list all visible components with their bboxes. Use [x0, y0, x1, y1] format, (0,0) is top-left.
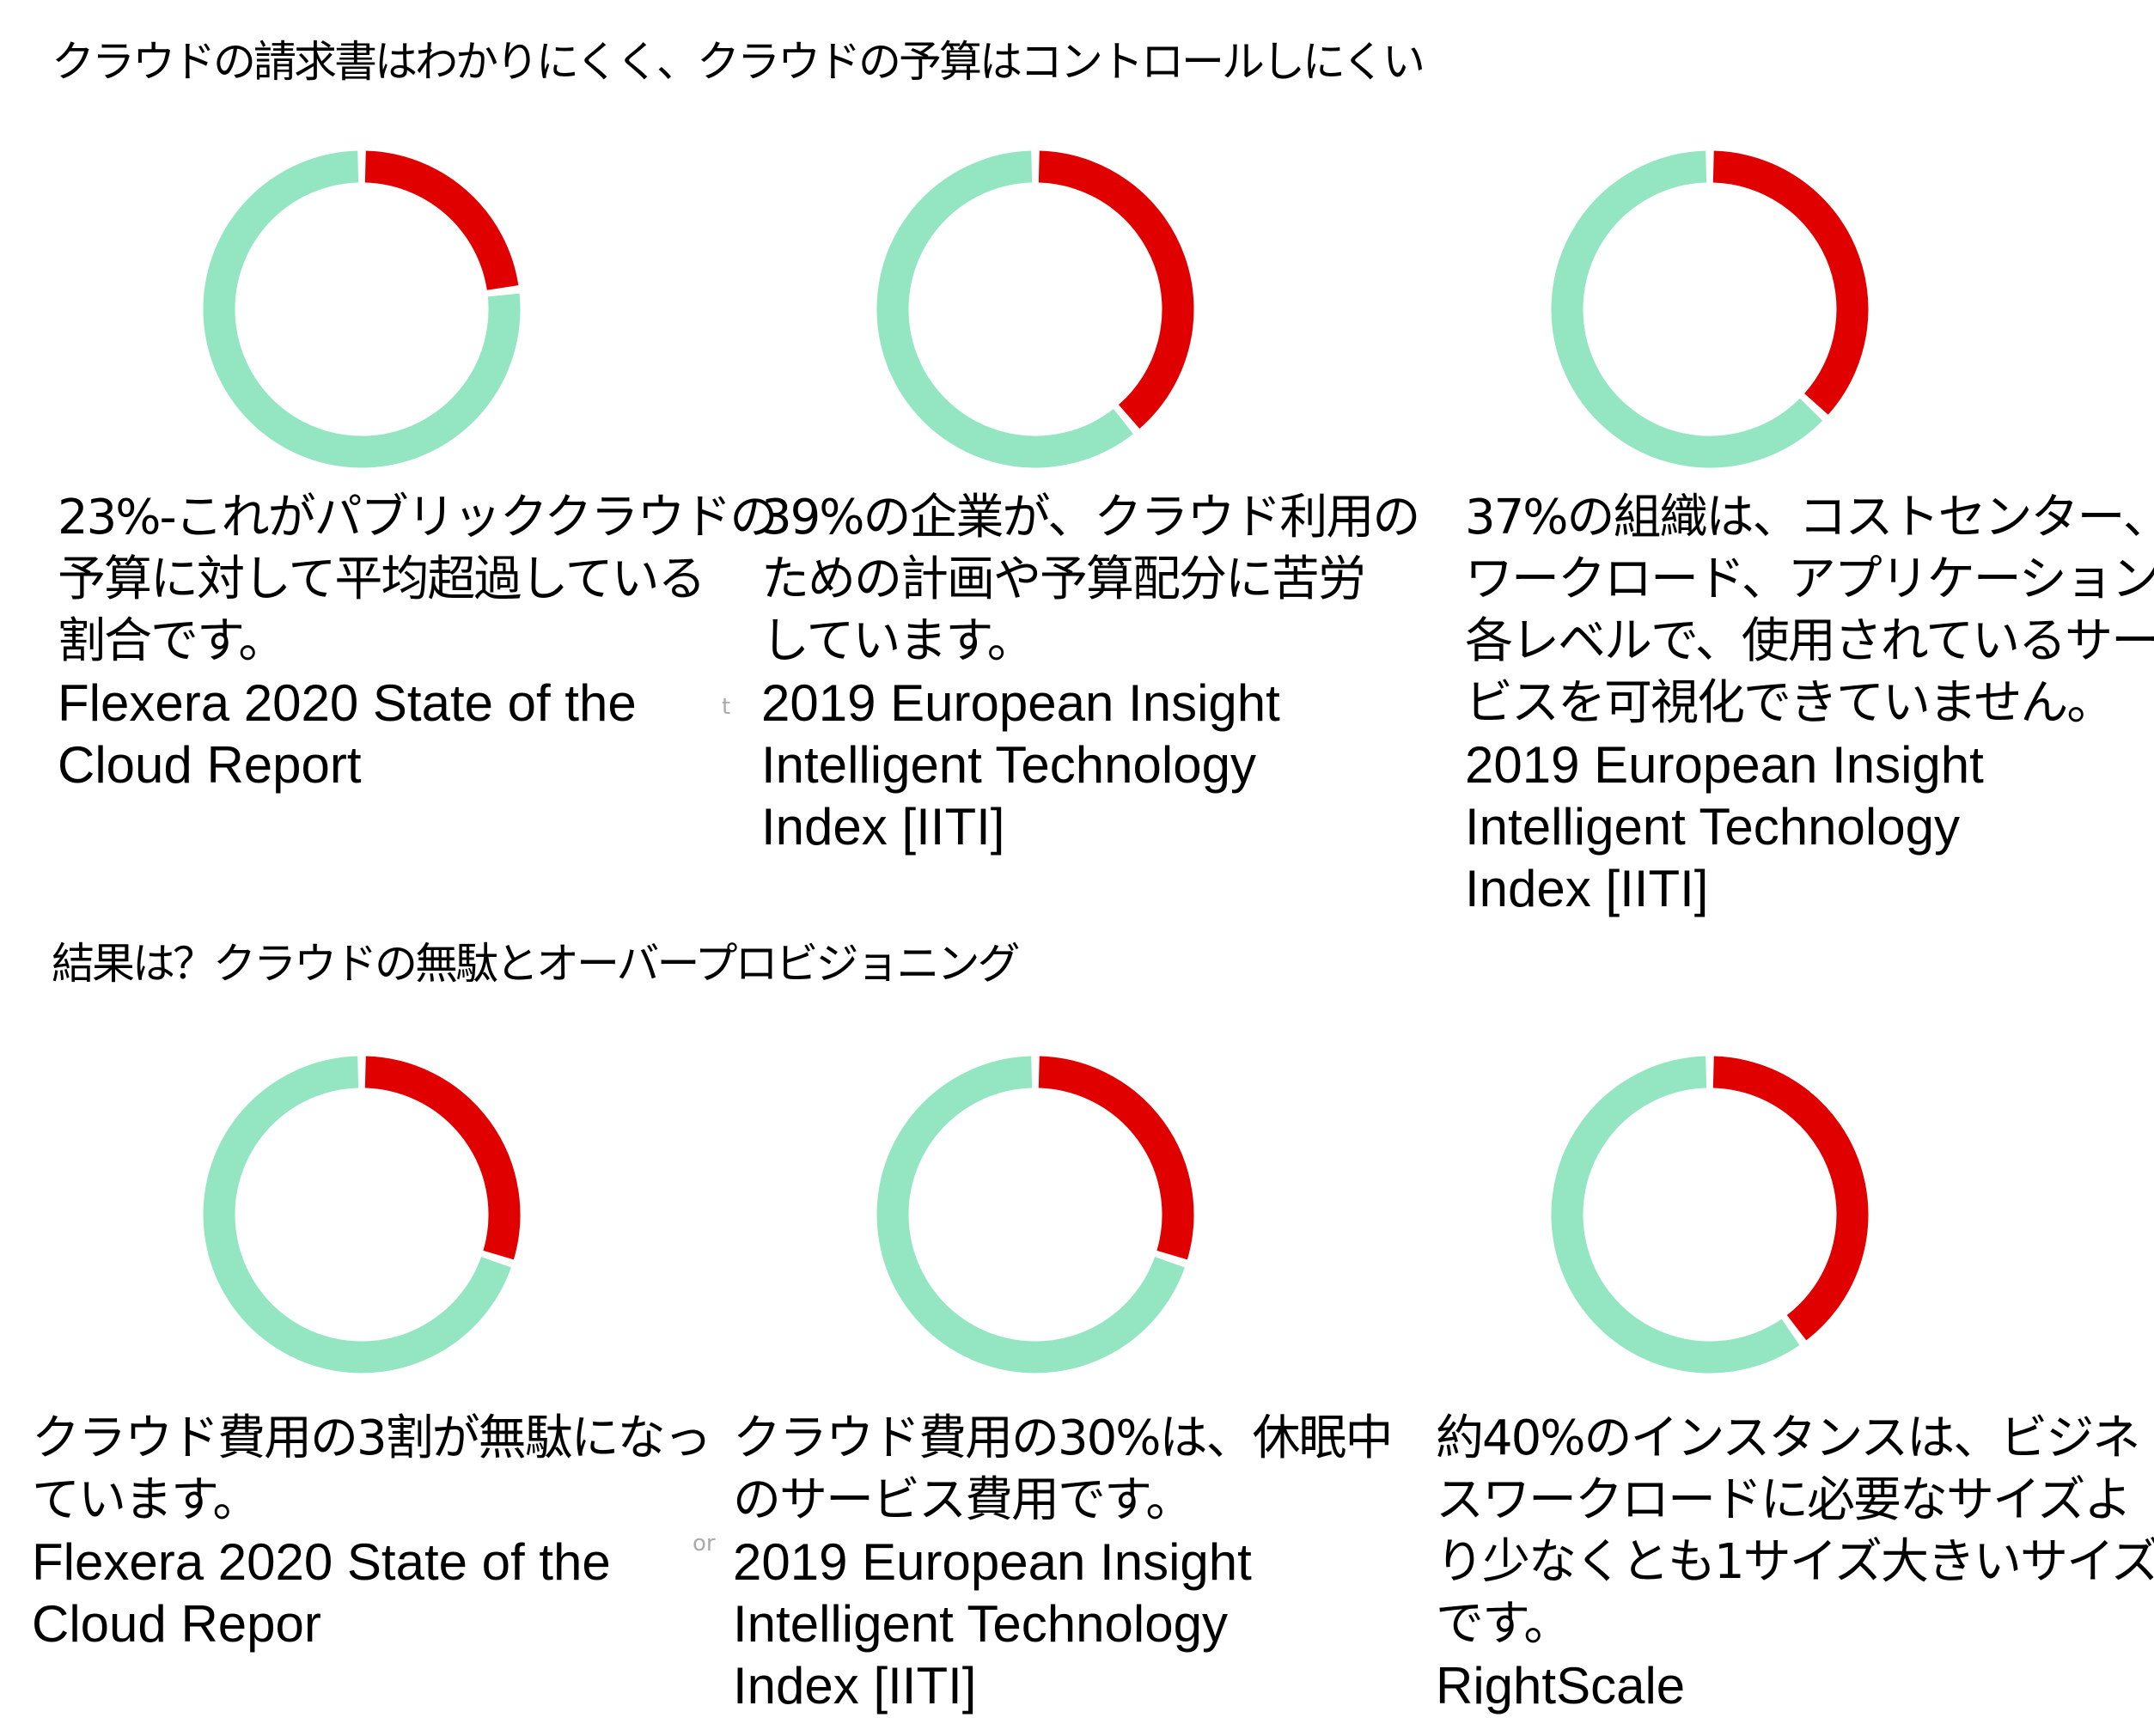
stat-text-line: 39%の企業が、クラウド利用の: [761, 490, 1420, 545]
stat-source-line: Index [IITI]: [1465, 860, 1709, 917]
stat-text-line: スワークロードに必要なサイズよ: [1436, 1472, 2132, 1528]
donut-segment-highlight: [364, 1056, 521, 1260]
stat-text-line: 予算に対して平均超過している: [58, 551, 706, 607]
stat-source-line: Flexera 2020 State of the: [58, 674, 637, 732]
stat-text-line: 各レベルで、使用されているサー: [1465, 613, 2154, 669]
donut-segment-remainder: [1551, 1056, 1800, 1374]
donut-segment-highlight: [1038, 1056, 1194, 1260]
stat-text-line: しています。: [761, 613, 1035, 669]
donut-chart-5: [876, 1056, 1194, 1374]
donut-chart-6: [1551, 1056, 1869, 1374]
stat-source-line: 2019 European Insight: [733, 1533, 1252, 1591]
donut-chart-4: [203, 1056, 521, 1374]
stat-text-line: ています。: [32, 1472, 260, 1528]
stat-text-line: のサービス費用です。: [733, 1472, 1193, 1528]
stat-text-line: 37%の組織は、コストセンター、: [1465, 490, 2154, 545]
stat-text-line: ビスを可視化できていません。: [1465, 675, 2114, 731]
stat-source-line: Intelligent Technology: [1465, 798, 1960, 856]
donut-segment-highlight: [1038, 150, 1194, 429]
stat-text-line: ワークロード、アプリケーションの: [1465, 551, 2154, 607]
donut-segment-remainder: [203, 150, 521, 468]
stat-source-line: Flexera 2020 State of the: [32, 1533, 611, 1591]
stat-text-line: クラウド費用の3割が無駄になっ: [32, 1410, 712, 1466]
donut-segment-remainder: [876, 150, 1133, 468]
donut-segment-highlight: [1712, 1056, 1869, 1341]
stat-text-line: クラウド費用の30%は、休眠中: [733, 1410, 1393, 1466]
section-heading-budget: クラウドの請求書はわかりにくく、クラウドの予算はコントロールしにくい: [52, 37, 1425, 87]
donut-segment-remainder: [203, 1056, 511, 1374]
stat-text-line: です。: [1436, 1596, 1571, 1652]
stray-text-artifact: or: [693, 1531, 716, 1556]
donut-segment-remainder: [876, 1056, 1185, 1374]
stat-source-line: Cloud Report: [58, 736, 362, 794]
donut-chart-1: [203, 150, 521, 468]
stat-text-line: 割合です。: [58, 613, 286, 669]
stat-source-line: Index [IITI]: [761, 798, 1005, 856]
stat-block-2: 39%の企業が、クラウド利用の ための計画や予算配分に苦労 しています。 2019 E…: [761, 487, 1420, 858]
stat-source-line: Intelligent Technology: [733, 1595, 1228, 1653]
stat-text-line: 約40%のインスタンスは、ビジネ: [1436, 1410, 2140, 1466]
stat-source-line: 2019 European Insight: [761, 674, 1280, 732]
donut-chart-2: [876, 150, 1194, 468]
donut-segment-highlight: [364, 150, 519, 291]
stat-source-line: Cloud Repor: [32, 1595, 321, 1653]
stat-text-line: り少なくとも1サイズ大きいサイズ: [1436, 1534, 2154, 1590]
section-heading-waste: 結果は？クラウドの無駄とオーバープロビジョニング: [52, 939, 1020, 989]
stat-source-line: 2019 European Insight: [1465, 736, 1984, 794]
stat-block-1: 23%-これがパブリッククラウドの 予算に対して平均超過している 割合です。 Flex…: [58, 487, 778, 796]
stat-text-line: ための計画や予算配分に苦労: [761, 551, 1366, 607]
stat-source-line: RightScale: [1436, 1657, 1686, 1715]
stat-block-6: 約40%のインスタンスは、ビジネ スワークロードに必要なサイズよ り少なくとも1サイ…: [1436, 1408, 2154, 1717]
stat-block-3: 37%の組織は、コストセンター、 ワークロード、アプリケーションの 各レベルで、使用…: [1465, 487, 2154, 920]
donut-segment-remainder: [1551, 150, 1823, 468]
stray-text-artifact: t: [722, 694, 731, 720]
stat-source-line: Index [IITI]: [733, 1657, 977, 1715]
donut-segment-highlight: [1712, 150, 1869, 415]
stat-source-line: Intelligent Technology: [761, 736, 1256, 794]
stat-block-4: クラウド費用の3割が無駄になっ ています。 Flexera 2020 State o…: [32, 1408, 712, 1655]
stat-text-line: 23%-これがパブリッククラウドの: [58, 490, 778, 545]
stat-block-5: クラウド費用の30%は、休眠中 のサービス費用です。 2019 European I…: [733, 1408, 1393, 1717]
donut-chart-3: [1551, 150, 1869, 468]
